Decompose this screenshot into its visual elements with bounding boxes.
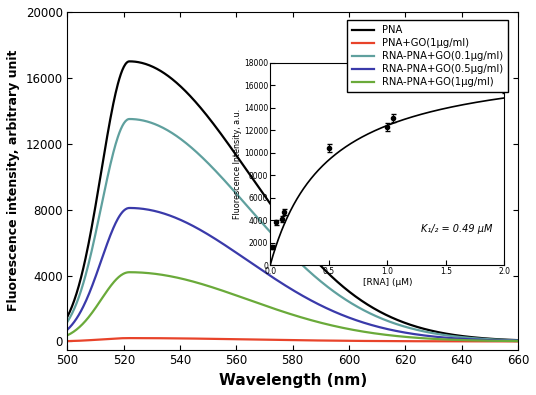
Line: RNA-PNA+GO(1μg/ml): RNA-PNA+GO(1μg/ml) bbox=[68, 272, 518, 341]
Line: RNA-PNA+GO(0.5μg/ml): RNA-PNA+GO(0.5μg/ml) bbox=[68, 208, 518, 341]
RNA-PNA+GO(1μg/ml) bbox=[181, 277, 187, 282]
RNA-PNA+GO(1μg/ml) bbox=[404, 335, 411, 339]
PNA+GO(1μg/ml) bbox=[366, 339, 372, 343]
Y-axis label: Fluorescence intensity, arbitrary unit: Fluorescence intensity, arbitrary unit bbox=[7, 50, 20, 312]
RNA-PNA+GO(0.1μg/ml) bbox=[64, 319, 71, 324]
PNA+GO(1μg/ml) bbox=[515, 339, 521, 344]
RNA-PNA+GO(0.1μg/ml) bbox=[126, 117, 133, 121]
RNA-PNA+GO(1μg/ml) bbox=[269, 306, 275, 310]
Line: PNA+GO(1μg/ml): PNA+GO(1μg/ml) bbox=[68, 338, 518, 341]
RNA-PNA+GO(0.1μg/ml) bbox=[145, 119, 151, 124]
RNA-PNA+GO(1μg/ml) bbox=[515, 339, 521, 344]
PNA bbox=[181, 87, 187, 92]
PNA+GO(1μg/ml) bbox=[126, 336, 133, 340]
RNA-PNA+GO(0.1μg/ml) bbox=[269, 231, 275, 236]
Legend: PNA, PNA+GO(1μg/ml), RNA-PNA+GO(0.1μg/ml), RNA-PNA+GO(0.5μg/ml), RNA-PNA+GO(1μg/: PNA, PNA+GO(1μg/ml), RNA-PNA+GO(0.1μg/ml… bbox=[347, 20, 508, 92]
RNA-PNA+GO(0.5μg/ml) bbox=[181, 219, 187, 224]
RNA-PNA+GO(0.1μg/ml) bbox=[404, 325, 411, 330]
RNA-PNA+GO(0.1μg/ml) bbox=[181, 139, 187, 144]
Line: PNA: PNA bbox=[68, 61, 518, 340]
RNA-PNA+GO(1μg/ml) bbox=[64, 333, 71, 338]
PNA+GO(1μg/ml) bbox=[181, 336, 187, 341]
PNA bbox=[330, 276, 337, 281]
PNA+GO(1μg/ml) bbox=[404, 339, 411, 344]
PNA+GO(1μg/ml) bbox=[145, 336, 151, 340]
PNA bbox=[269, 204, 275, 209]
RNA-PNA+GO(0.5μg/ml) bbox=[515, 339, 521, 343]
PNA+GO(1μg/ml) bbox=[330, 338, 337, 343]
RNA-PNA+GO(0.5μg/ml) bbox=[145, 207, 151, 212]
PNA+GO(1μg/ml) bbox=[64, 339, 71, 344]
RNA-PNA+GO(0.1μg/ml) bbox=[366, 310, 372, 315]
RNA-PNA+GO(1μg/ml) bbox=[126, 270, 133, 275]
PNA bbox=[145, 62, 151, 67]
RNA-PNA+GO(0.5μg/ml) bbox=[366, 322, 372, 327]
Line: RNA-PNA+GO(0.1μg/ml): RNA-PNA+GO(0.1μg/ml) bbox=[68, 119, 518, 340]
RNA-PNA+GO(0.5μg/ml) bbox=[126, 206, 133, 211]
PNA bbox=[366, 303, 372, 308]
RNA-PNA+GO(1μg/ml) bbox=[366, 330, 372, 335]
RNA-PNA+GO(1μg/ml) bbox=[330, 324, 337, 328]
PNA+GO(1μg/ml) bbox=[269, 337, 275, 342]
PNA bbox=[404, 322, 411, 326]
RNA-PNA+GO(0.5μg/ml) bbox=[269, 275, 275, 279]
PNA bbox=[515, 338, 521, 342]
RNA-PNA+GO(0.5μg/ml) bbox=[64, 327, 71, 332]
RNA-PNA+GO(0.1μg/ml) bbox=[515, 338, 521, 343]
X-axis label: Wavelength (nm): Wavelength (nm) bbox=[219, 373, 367, 388]
PNA bbox=[126, 59, 133, 64]
RNA-PNA+GO(0.5μg/ml) bbox=[404, 331, 411, 335]
PNA bbox=[64, 314, 71, 319]
RNA-PNA+GO(0.1μg/ml) bbox=[330, 289, 337, 294]
RNA-PNA+GO(0.5μg/ml) bbox=[330, 309, 337, 314]
RNA-PNA+GO(1μg/ml) bbox=[145, 271, 151, 275]
